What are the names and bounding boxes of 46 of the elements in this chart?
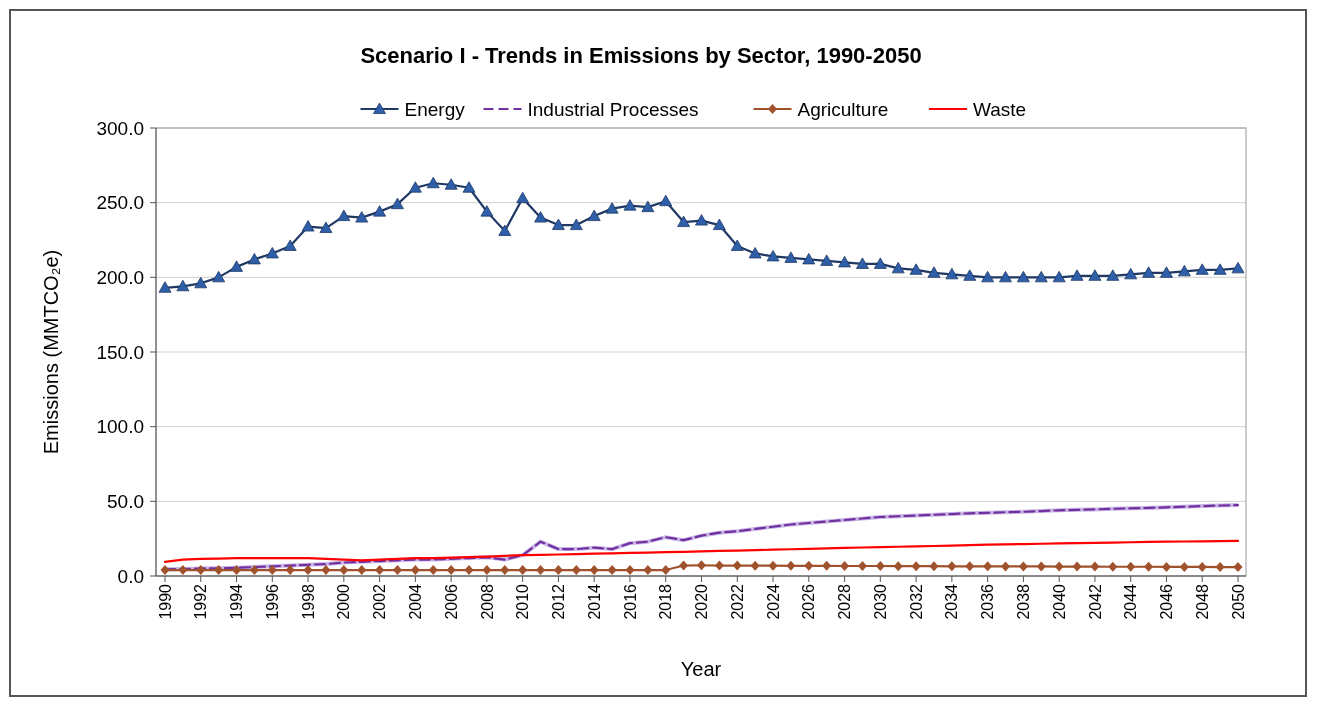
y-tick-label: 100.0	[96, 416, 144, 438]
x-tick-label: 1998	[299, 583, 317, 620]
x-tick-label: 2026	[800, 583, 818, 620]
x-tick-label: 1992	[192, 583, 210, 620]
x-axis-title: Year	[680, 658, 722, 680]
y-tick-label: 300.0	[96, 117, 144, 139]
x-tick-label: 2016	[621, 583, 639, 620]
x-tick-label: 2010	[514, 583, 532, 620]
y-tick-label: 200.0	[96, 266, 144, 288]
y-axis-title: Emissions (MMTCO₂e)	[40, 249, 62, 455]
x-tick-label: 1990	[156, 583, 174, 620]
x-tick-label: 2008	[478, 583, 496, 620]
x-tick-label: 2046	[1158, 583, 1176, 620]
y-tick-label: 0.0	[117, 565, 144, 587]
x-tick-label: 2018	[657, 583, 675, 620]
x-tick-label: 2042	[1086, 583, 1104, 620]
legend-label: Energy	[404, 98, 466, 120]
x-tick-label: 2038	[1015, 583, 1032, 620]
legend-label: Waste	[973, 98, 1027, 120]
x-tick-label: 2002	[371, 583, 389, 620]
x-tick-label: 2014	[585, 583, 603, 620]
x-tick-label: 2030	[871, 583, 889, 620]
x-tick-label: 2028	[836, 583, 854, 620]
line-series	[163, 539, 1240, 563]
x-tick-label: 2000	[335, 583, 353, 620]
x-tick-label: 1994	[228, 583, 246, 620]
x-tick-label: 2040	[1050, 583, 1068, 620]
x-tick-label: 2048	[1193, 583, 1211, 620]
x-tick-label: 2012	[550, 583, 568, 620]
x-tick-label: 2034	[943, 583, 961, 620]
y-tick-label: 50.0	[107, 490, 144, 512]
x-tick-label: 2050	[1229, 583, 1247, 620]
x-tick-label: 2022	[728, 583, 746, 620]
y-tick-label: 150.0	[96, 341, 144, 363]
x-tick-label: 2036	[979, 583, 997, 620]
x-tick-label: 2004	[406, 583, 424, 620]
legend-label: Agriculture	[797, 98, 889, 120]
x-tick-label: 2020	[693, 583, 711, 620]
x-tick-label: 1996	[263, 583, 281, 620]
x-tick-label: 2024	[764, 583, 782, 620]
x-tick-label: 2032	[907, 583, 925, 620]
legend-label: Industrial Processes	[527, 98, 699, 120]
chart-title: Scenario I - Trends in Emissions by Sector, 1990-2050	[360, 43, 922, 68]
y-tick-label: 250.0	[96, 192, 144, 214]
x-tick-label: 2006	[442, 583, 460, 620]
x-tick-label: 2044	[1122, 583, 1140, 620]
